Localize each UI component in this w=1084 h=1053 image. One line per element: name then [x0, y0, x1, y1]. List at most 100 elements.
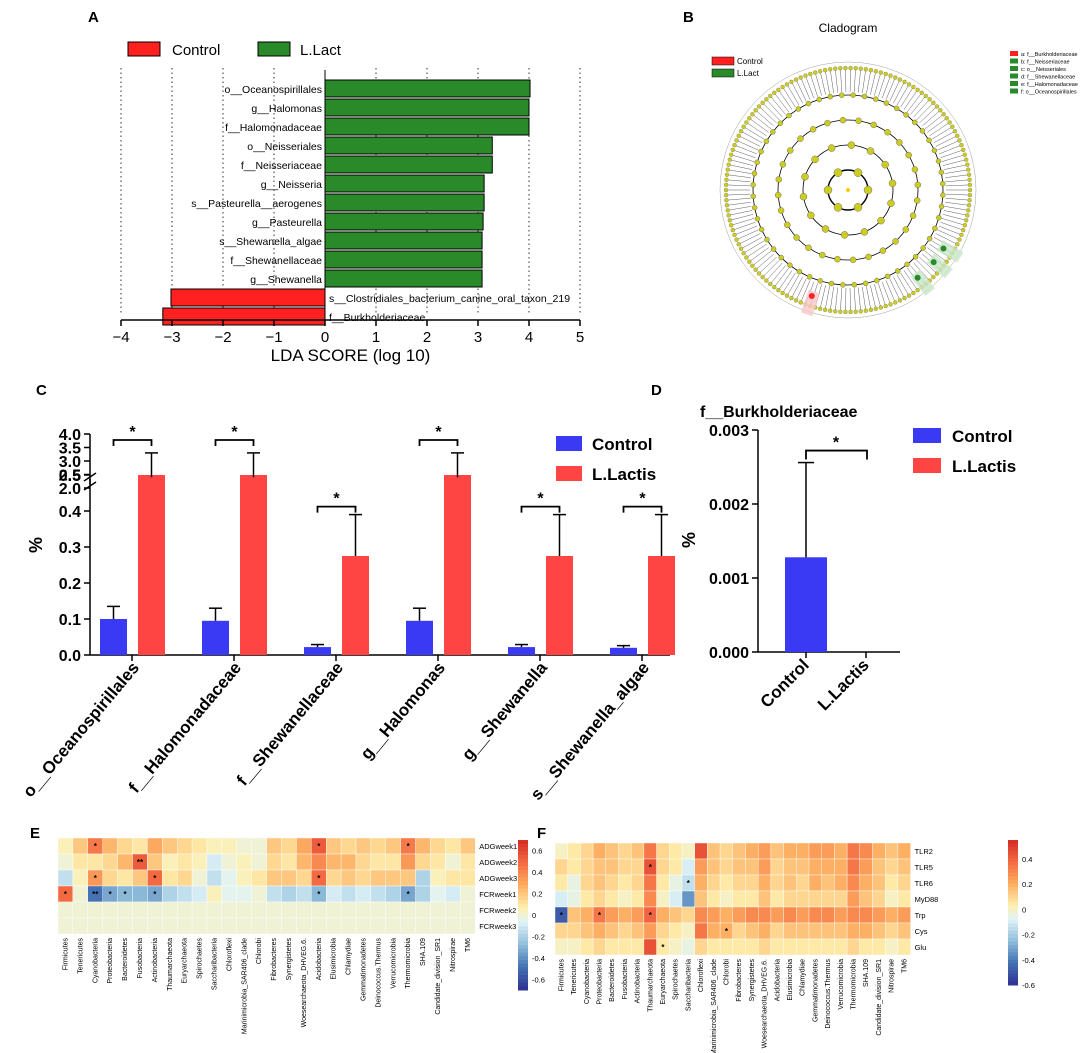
heatmap-cell: [430, 837, 446, 855]
branch: [755, 253, 774, 270]
branch: [814, 72, 822, 96]
column-label: Bacteroidetes: [609, 959, 616, 1002]
lda-bar: [324, 250, 483, 269]
legend-swatch-llactis: [556, 466, 582, 481]
branch: [866, 286, 872, 310]
colorbar-segment: [518, 952, 528, 957]
heatmap-cell: [643, 842, 657, 860]
heatmap-growth-correlation: * * * ADGweek1** ADGweek2* * * ADGweek3* ** * * * * *…: [57, 837, 545, 1034]
clade-node: [828, 280, 835, 287]
y-tick-label: 4.0: [59, 427, 81, 444]
heatmap-cell: [643, 938, 657, 956]
heatmap-cell: [132, 837, 148, 855]
leaf-node: [853, 309, 858, 314]
colorbar-tick-label: 0.2: [1022, 880, 1032, 889]
leaf-node: [934, 104, 940, 109]
legend-swatch-llact: [257, 41, 291, 57]
colorbar-segment: [1008, 937, 1018, 942]
clade-node: [863, 185, 873, 195]
heatmap-cell: [460, 853, 476, 871]
branch: [896, 84, 910, 106]
y-tick-label: 0.003: [709, 423, 749, 440]
legend-swatch-llact: [711, 68, 735, 78]
colorbar-tick-label: -0.4: [532, 954, 545, 963]
heatmap-cell: [430, 869, 446, 887]
heatmap-cell: [846, 922, 860, 940]
legend-swatch-control: [913, 428, 941, 443]
branch: [810, 73, 818, 97]
branch: [903, 89, 918, 110]
leaf-node: [734, 237, 739, 242]
leaf-node: [966, 172, 972, 177]
key-swatch: [1010, 81, 1018, 86]
column-label: Deinococcus.Thermus: [825, 959, 832, 1029]
row-label: Cys: [915, 927, 928, 936]
clade-node: [926, 235, 933, 242]
branch: [862, 286, 867, 311]
heatmap-cell: [72, 869, 89, 887]
leaf-node: [730, 227, 735, 233]
column-label: Thermomicrobia: [405, 938, 412, 989]
clade-arc: [777, 119, 919, 261]
significance-bracket: [520, 505, 561, 513]
column-label: Nitrospirae: [889, 959, 896, 993]
leaf-node: [744, 120, 749, 125]
leaf-node: [732, 142, 737, 148]
leaf-node: [950, 124, 955, 129]
branch: [824, 286, 830, 310]
leaf-node: [858, 309, 863, 314]
heatmap-cell: [719, 890, 733, 908]
column-label: Fusobacteria: [137, 938, 144, 979]
leaf-node: [967, 182, 973, 188]
leaf-node: [947, 120, 952, 125]
significance-star: *: [333, 491, 340, 508]
significance-star: *: [649, 911, 653, 920]
heatmap-immune-correlation: TLR2 * TLR5 * TLR6 MyD88 * * * Trp * Cys * Glu Firmicu…: [554, 840, 1035, 1053]
heatmap-cell: [370, 885, 386, 903]
bar-control: [610, 647, 637, 655]
column-label: Thaumarchaeota: [647, 959, 654, 1012]
leaf-node: [931, 275, 936, 280]
colorbar-segment: [1008, 861, 1018, 866]
leaf-node: [817, 69, 823, 74]
heatmap-cell: [745, 890, 759, 908]
heatmap-cell: [885, 890, 899, 908]
heatmap-cell: [326, 869, 342, 887]
heatmap-cell: [796, 938, 810, 956]
heatmap-cell: [580, 890, 594, 908]
clade-node: [827, 93, 833, 100]
panel-letter-e: E: [30, 825, 40, 842]
branch: [919, 256, 938, 274]
heatmap-cell: [415, 917, 431, 935]
row-label: Trp: [915, 911, 926, 920]
heatmap-cell: [745, 842, 759, 860]
branch: [858, 68, 861, 93]
leaf-node: [966, 167, 971, 172]
heatmap-cell: [236, 869, 252, 887]
branch: [922, 110, 941, 127]
branch: [907, 92, 922, 113]
heatmap-cell: [808, 858, 822, 876]
significance-bracket: [418, 439, 459, 446]
heatmap-cell: [897, 890, 911, 908]
clade-node: [938, 169, 945, 175]
significance-star: *: [639, 491, 646, 508]
heatmap-cell: [266, 901, 282, 919]
colorbar-segment: [1008, 941, 1018, 946]
heatmap-cell: [176, 837, 193, 855]
heatmap-cell: [567, 938, 581, 956]
branch: [858, 287, 861, 312]
leaf-node: [964, 157, 969, 162]
significance-star: *: [725, 927, 729, 936]
heatmap-cell: [460, 901, 476, 919]
heatmap-cell: [758, 842, 772, 860]
heatmap-cell: [885, 922, 899, 940]
heatmap-cell: [758, 874, 772, 892]
significance-bracket: [316, 505, 357, 513]
heatmap-cell: [221, 869, 237, 887]
clade-node: [938, 203, 945, 210]
leaf-node: [744, 255, 749, 260]
branch: [916, 102, 934, 121]
heatmap-cell: [385, 837, 401, 855]
colorbar-segment: [1008, 843, 1018, 848]
